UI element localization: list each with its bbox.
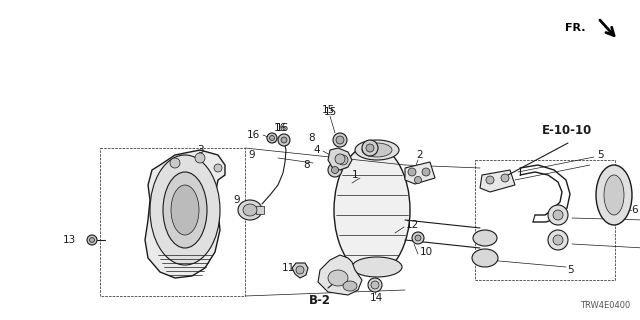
Ellipse shape	[473, 230, 497, 246]
Text: 10: 10	[420, 247, 433, 257]
Circle shape	[501, 174, 509, 182]
Circle shape	[170, 158, 180, 168]
Circle shape	[90, 237, 95, 243]
Polygon shape	[338, 152, 350, 168]
Text: 12: 12	[406, 220, 419, 230]
Polygon shape	[292, 263, 308, 278]
Circle shape	[422, 168, 430, 176]
Ellipse shape	[334, 145, 410, 275]
Circle shape	[486, 176, 494, 184]
Text: B-2: B-2	[309, 293, 331, 307]
Ellipse shape	[150, 155, 220, 265]
Text: 11: 11	[282, 263, 295, 273]
Text: E-10-10: E-10-10	[542, 124, 592, 137]
Ellipse shape	[343, 281, 357, 291]
Circle shape	[214, 164, 222, 172]
Circle shape	[548, 230, 568, 250]
Text: 16: 16	[247, 130, 260, 140]
Text: 5: 5	[596, 150, 604, 160]
Polygon shape	[328, 148, 352, 170]
Circle shape	[412, 232, 424, 244]
Circle shape	[333, 133, 347, 147]
Polygon shape	[480, 170, 515, 192]
Circle shape	[368, 278, 382, 292]
Circle shape	[87, 235, 97, 245]
Ellipse shape	[362, 143, 392, 157]
Bar	[475, 160, 615, 280]
Ellipse shape	[238, 200, 262, 220]
Polygon shape	[318, 255, 362, 295]
Text: 13: 13	[63, 235, 76, 245]
Text: 3: 3	[196, 145, 204, 155]
Text: 8: 8	[308, 133, 315, 143]
Bar	[100, 148, 245, 296]
Circle shape	[195, 153, 205, 163]
Text: 2: 2	[417, 150, 423, 160]
Ellipse shape	[328, 270, 348, 286]
Ellipse shape	[171, 185, 199, 235]
Text: FR.: FR.	[566, 23, 586, 33]
Text: TRW4E0400: TRW4E0400	[580, 301, 630, 310]
Text: 15: 15	[321, 105, 335, 115]
Text: 6: 6	[632, 205, 638, 215]
Text: 15: 15	[323, 107, 337, 117]
Circle shape	[338, 155, 348, 165]
Text: 1: 1	[352, 170, 358, 180]
Circle shape	[296, 266, 304, 274]
Text: 16: 16	[273, 123, 287, 133]
Ellipse shape	[596, 165, 632, 225]
Ellipse shape	[472, 249, 498, 267]
Ellipse shape	[163, 172, 207, 248]
Circle shape	[362, 140, 378, 156]
Circle shape	[548, 205, 568, 225]
Circle shape	[281, 137, 287, 143]
Circle shape	[332, 166, 339, 173]
Circle shape	[553, 210, 563, 220]
Ellipse shape	[355, 140, 399, 160]
Ellipse shape	[243, 204, 257, 216]
Text: 9: 9	[234, 195, 240, 205]
Circle shape	[267, 133, 277, 143]
Text: 8: 8	[303, 160, 310, 170]
Circle shape	[278, 134, 290, 146]
Polygon shape	[145, 150, 225, 278]
Circle shape	[371, 281, 379, 289]
Text: 5: 5	[566, 265, 573, 275]
Circle shape	[269, 135, 275, 140]
Circle shape	[553, 235, 563, 245]
Circle shape	[415, 235, 421, 241]
Ellipse shape	[352, 257, 402, 277]
Circle shape	[335, 154, 345, 164]
Circle shape	[408, 168, 416, 176]
Circle shape	[328, 163, 342, 177]
Polygon shape	[405, 162, 435, 184]
Text: 14: 14	[369, 293, 383, 303]
Circle shape	[336, 136, 344, 144]
Circle shape	[366, 144, 374, 152]
Circle shape	[415, 177, 422, 183]
Text: 4: 4	[314, 145, 320, 155]
Text: 16: 16	[275, 123, 289, 133]
Bar	[256, 206, 264, 214]
Ellipse shape	[604, 175, 624, 215]
Text: 9: 9	[249, 150, 255, 160]
